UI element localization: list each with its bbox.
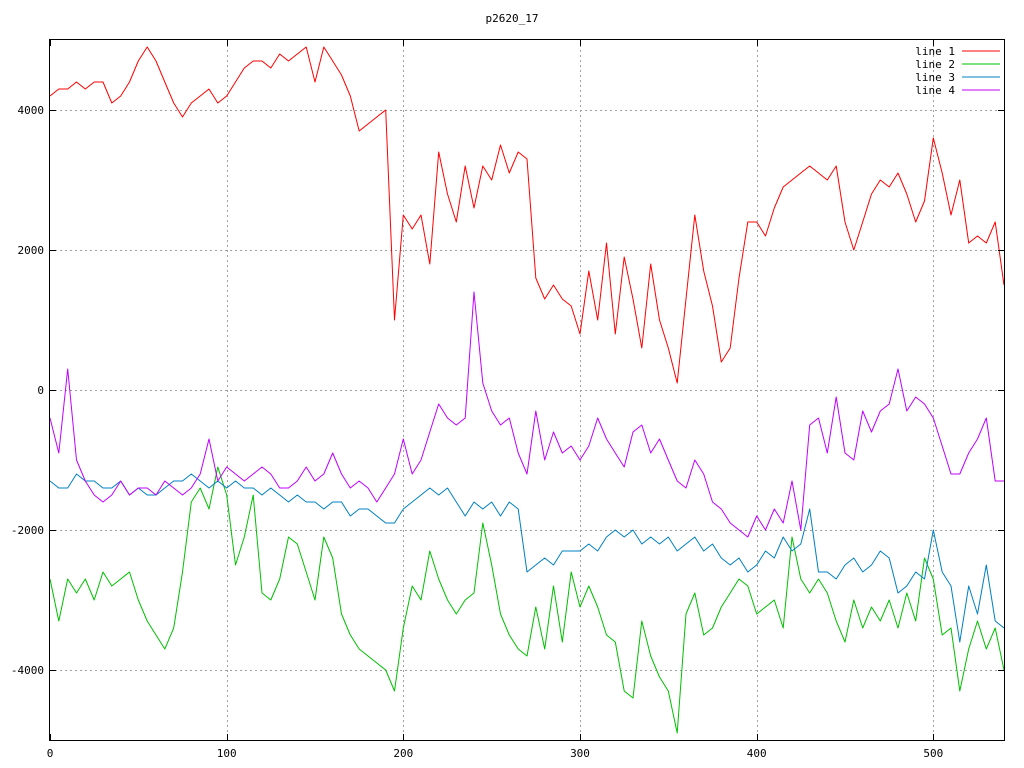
legend-label-4: line 4 (915, 84, 955, 97)
axis-ticks: 0 100 200 300 400 500 -4000 -2000 0 2000 4000 (11, 40, 1004, 760)
series-line-4 (50, 291, 1004, 538)
x-tick-label: 200 (393, 747, 413, 760)
chart-title: p2620_17 (486, 12, 539, 25)
x-tick-label: 0 (47, 747, 54, 760)
y-tick-label: 2000 (18, 244, 45, 257)
y-tick-label: 4000 (18, 104, 45, 117)
legend-label-3: line 3 (915, 71, 955, 84)
y-tick-label: 0 (37, 384, 44, 397)
y-tick-label: -2000 (11, 524, 44, 537)
series-line-3 (50, 473, 1004, 643)
x-tick-label: 400 (747, 747, 767, 760)
x-tick-label: 500 (923, 747, 943, 760)
y-tick-label: -4000 (11, 664, 44, 677)
plot-frame (49, 39, 1005, 741)
legend-label-2: line 2 (915, 58, 955, 71)
legend-label-1: line 1 (915, 45, 955, 58)
series-line-1 (50, 46, 1004, 384)
series-lines (50, 46, 1004, 734)
x-tick-label: 300 (570, 747, 590, 760)
x-tick-label: 100 (217, 747, 237, 760)
grid-lines (50, 40, 1004, 740)
series-line-2 (50, 466, 1004, 734)
